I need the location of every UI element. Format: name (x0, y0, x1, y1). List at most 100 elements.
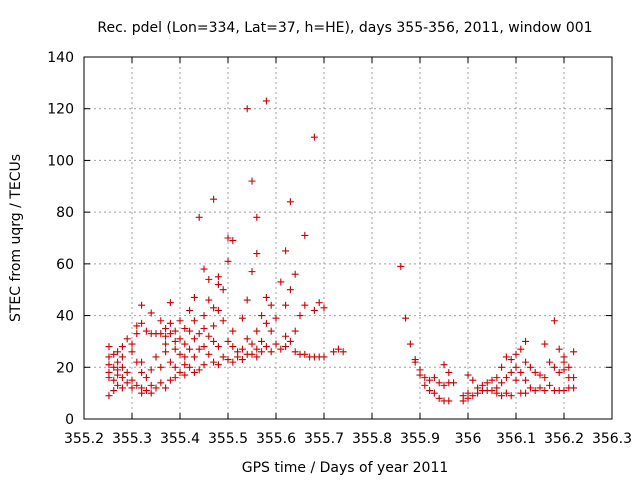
data-point (502, 374, 510, 382)
data-point (517, 345, 525, 353)
data-point (445, 368, 453, 376)
y-tick-label: 120 (47, 102, 74, 118)
data-point (502, 353, 510, 361)
data-point (277, 345, 285, 353)
data-point (147, 309, 155, 317)
grid (84, 57, 612, 419)
data-point (238, 345, 246, 353)
data-point (440, 381, 448, 389)
data-point (541, 340, 549, 348)
chart-title: Rec. pdel (Lon=334, Lat=37, h=HE), days … (97, 20, 592, 36)
data-point (138, 368, 146, 376)
x-tick-label: 356.1 (496, 431, 536, 447)
data-point (118, 353, 126, 361)
data-point (286, 337, 294, 345)
data-point (253, 353, 261, 361)
data-point (200, 325, 208, 332)
data-point (210, 337, 218, 345)
data-point (133, 322, 141, 330)
data-point (128, 340, 136, 348)
data-point (200, 265, 208, 273)
x-tick-label: 355.5 (208, 431, 248, 447)
data-point (512, 350, 520, 358)
data-point (190, 335, 198, 343)
data-point (546, 381, 554, 389)
data-point (512, 363, 520, 371)
data-point (123, 368, 131, 376)
data-point (190, 317, 198, 325)
data-point (397, 262, 405, 270)
data-point (560, 366, 568, 374)
data-point (114, 371, 122, 379)
data-point (214, 361, 222, 369)
data-point (248, 177, 256, 185)
data-point (166, 299, 174, 307)
data-point (550, 363, 558, 371)
data-point (181, 371, 189, 379)
data-point (186, 363, 194, 371)
data-point (205, 332, 213, 340)
data-point (105, 353, 113, 361)
data-point (147, 381, 155, 389)
data-point (157, 317, 165, 325)
data-point (181, 361, 189, 369)
data-point (469, 376, 477, 384)
data-point (118, 384, 126, 392)
x-tick-label: 355.2 (64, 431, 104, 447)
data-point (234, 353, 242, 361)
data-point (138, 389, 146, 397)
data-point (118, 374, 126, 382)
data-point (402, 314, 410, 322)
data-point (570, 374, 578, 382)
data-point (190, 293, 198, 301)
data-point (320, 353, 328, 361)
data-point (570, 384, 578, 392)
data-point (464, 394, 472, 402)
data-point (162, 340, 170, 348)
data-point (555, 345, 563, 353)
data-point (219, 353, 227, 361)
data-point (214, 281, 222, 289)
data-point (253, 213, 261, 221)
data-point (105, 361, 113, 369)
data-point (162, 348, 170, 356)
data-point (498, 363, 506, 371)
data-point (118, 363, 126, 371)
data-point (267, 348, 275, 356)
data-point (526, 384, 534, 392)
data-point (205, 296, 213, 304)
data-point (430, 389, 438, 397)
data-point (195, 345, 203, 353)
data-point (110, 350, 118, 358)
data-point (210, 358, 218, 366)
data-point (512, 376, 520, 384)
data-point (133, 381, 141, 389)
data-point (105, 392, 113, 400)
y-tick-label: 0 (65, 412, 74, 428)
data-point (555, 368, 563, 376)
data-point (166, 330, 174, 338)
data-point (522, 358, 530, 366)
data-point (138, 319, 146, 327)
data-point (181, 340, 189, 348)
data-point (262, 319, 270, 327)
data-point (258, 312, 266, 320)
data-point (210, 322, 218, 330)
data-point (291, 270, 299, 278)
data-point (123, 335, 131, 343)
data-point (459, 397, 467, 405)
data-point (330, 348, 338, 356)
data-point (541, 374, 549, 382)
data-point (416, 371, 424, 379)
data-point (253, 327, 261, 335)
data-points (105, 97, 578, 405)
data-point (483, 379, 491, 387)
data-point (205, 275, 213, 283)
data-point (502, 389, 510, 397)
data-point (142, 387, 150, 395)
data-point (258, 337, 266, 345)
data-point (320, 304, 328, 312)
data-point (105, 343, 113, 351)
